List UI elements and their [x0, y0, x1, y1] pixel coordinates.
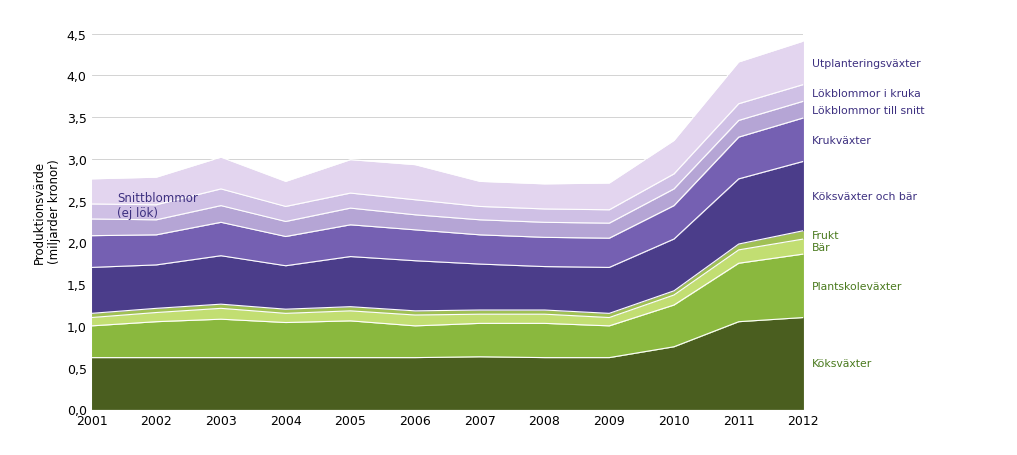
- Text: Frukt: Frukt: [812, 230, 839, 240]
- Text: Utplanteringsväxter: Utplanteringsväxter: [812, 59, 920, 69]
- Text: Köksväxter: Köksväxter: [812, 359, 872, 369]
- Text: Köksväxter och bär: Köksväxter och bär: [812, 192, 916, 202]
- Text: Lökblommor i kruka: Lökblommor i kruka: [812, 89, 920, 99]
- Y-axis label: Produktionsvärde
(miljarder kronor): Produktionsvärde (miljarder kronor): [34, 159, 61, 264]
- Text: Snittblommor
(ej lök): Snittblommor (ej lök): [117, 191, 198, 219]
- Text: Bär: Bär: [812, 242, 831, 252]
- Text: Lökblommor till snitt: Lökblommor till snitt: [812, 105, 924, 115]
- Text: Plantskoleväxter: Plantskoleväxter: [812, 281, 902, 291]
- Text: Krukväxter: Krukväxter: [812, 135, 872, 145]
